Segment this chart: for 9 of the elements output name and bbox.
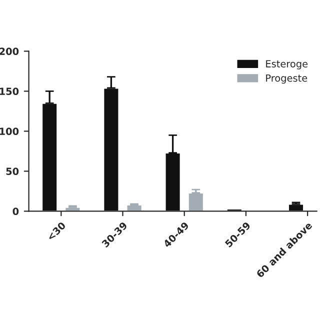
- y-tick-label: 0: [12, 208, 19, 216]
- x-tick-label: <30: [46, 221, 66, 241]
- y-tick-label: 150: [0, 88, 19, 96]
- y-tick-label: 50: [6, 168, 19, 176]
- y-tick-label: 200: [0, 48, 19, 56]
- legend-label: Esteroge: [266, 60, 308, 70]
- legend-label: Progeste: [266, 74, 308, 84]
- bar: [188, 192, 204, 212]
- y-tick-label: 100: [0, 128, 19, 136]
